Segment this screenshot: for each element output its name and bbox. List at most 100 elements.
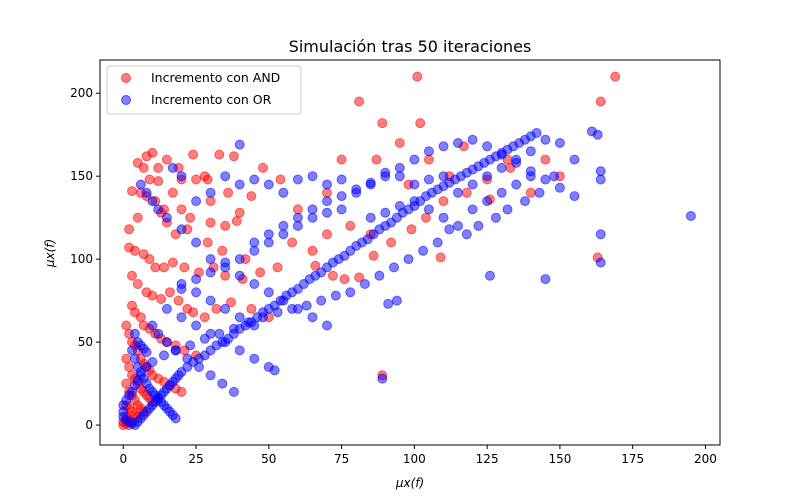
point-series-1-194	[453, 138, 463, 148]
point-series-1-204	[191, 287, 202, 298]
point-series-1-267	[205, 267, 216, 278]
point-series-1-16	[554, 138, 565, 148]
point-series-1-196	[482, 141, 493, 152]
point-series-1-56	[374, 270, 385, 281]
point-series-1-197	[496, 149, 507, 160]
point-series-0-43	[220, 270, 231, 281]
point-series-1-266	[220, 257, 231, 268]
point-series-0-148	[202, 237, 213, 248]
point-series-1-59	[330, 290, 341, 301]
point-series-1-218	[153, 328, 164, 339]
point-series-0-68	[226, 297, 236, 308]
point-series-1-240	[170, 413, 181, 424]
point-series-1-54	[403, 254, 414, 265]
point-series-1-213	[220, 337, 231, 348]
point-series-1-55	[389, 262, 399, 273]
point-series-1-220	[170, 345, 181, 356]
point-series-1-166	[234, 270, 245, 281]
point-series-0-28	[124, 224, 135, 235]
point-series-1-247	[380, 207, 391, 218]
point-series-1-202	[569, 191, 580, 202]
point-series-0-45	[255, 267, 266, 278]
point-series-1-48	[490, 212, 501, 223]
point-series-1-4	[592, 129, 603, 140]
legend-label-or: Incremento con OR	[151, 92, 272, 107]
point-series-1-225	[127, 345, 137, 356]
point-series-1-200	[540, 174, 551, 185]
point-series-0-141	[205, 196, 216, 207]
point-series-0-17	[127, 186, 137, 197]
legend-marker-and	[121, 73, 131, 83]
point-series-1-241	[129, 328, 140, 339]
point-series-0-153	[322, 229, 332, 240]
y-tick-label-0: 0	[85, 418, 93, 432]
point-series-1-249	[409, 196, 420, 207]
point-series-1-215	[249, 353, 260, 364]
x-tick-label-2: 50	[261, 452, 276, 466]
point-series-1-2	[595, 257, 606, 268]
point-series-0-56	[525, 187, 536, 198]
point-series-1-47	[502, 204, 513, 215]
point-series-1-18	[525, 146, 536, 157]
point-series-1-23	[453, 187, 463, 198]
point-series-0-82	[121, 320, 132, 331]
point-series-1-38	[234, 179, 245, 190]
point-series-0-8	[228, 151, 239, 162]
point-series-1-181	[263, 229, 274, 240]
point-series-1-177	[147, 196, 158, 207]
point-series-1-254	[482, 196, 493, 207]
point-series-1-164	[205, 254, 216, 265]
point-series-0-5	[415, 118, 426, 129]
point-series-0-25	[220, 220, 231, 231]
point-series-1-257	[525, 171, 536, 182]
point-series-1-212	[205, 328, 216, 339]
point-series-0-133	[336, 154, 347, 165]
point-series-1-69	[185, 340, 196, 351]
point-series-1-205	[205, 295, 216, 306]
point-series-1-24	[438, 171, 449, 182]
point-series-0-27	[132, 212, 143, 223]
point-series-1-36	[263, 179, 274, 190]
point-series-1-43	[167, 162, 178, 173]
point-series-0-61	[156, 294, 167, 304]
point-series-0-152	[307, 245, 318, 256]
point-series-0-58	[132, 279, 143, 289]
point-series-0-36	[144, 254, 155, 265]
point-series-0-163	[540, 154, 551, 165]
point-series-0-23	[185, 212, 196, 223]
point-series-1-15	[569, 154, 580, 165]
point-series-0-24	[205, 217, 216, 228]
point-series-0-6	[188, 149, 199, 160]
point-series-1-168	[263, 287, 274, 298]
point-series-0-40	[179, 262, 190, 273]
legend-marker-or	[121, 95, 131, 105]
point-series-1-180	[249, 237, 260, 248]
point-series-1-10	[383, 298, 394, 309]
point-series-0-139	[234, 207, 245, 218]
point-series-1-261	[292, 220, 303, 231]
point-series-1-263	[263, 237, 274, 248]
point-series-1-1	[595, 229, 606, 240]
x-axis-ticks: 0 25 50 75 100 125 150 175 200	[119, 445, 717, 466]
point-series-1-46	[520, 196, 530, 207]
point-series-0-47	[310, 260, 321, 271]
point-series-0-132	[371, 154, 382, 165]
point-series-0-46	[272, 262, 283, 273]
point-series-1-14	[234, 139, 245, 150]
point-series-1-163	[531, 128, 542, 138]
point-series-0-143	[167, 187, 178, 198]
point-series-1-192	[423, 146, 434, 157]
point-series-1-52	[432, 237, 443, 248]
point-series-0-15	[191, 174, 202, 185]
y-axis-label: μx(f)	[43, 239, 57, 268]
point-series-1-207	[234, 312, 245, 323]
point-series-1-57	[359, 279, 370, 289]
point-series-0-10	[147, 147, 158, 158]
point-series-0-63	[173, 295, 184, 306]
point-series-1-255	[496, 187, 507, 198]
point-series-0-159	[438, 196, 449, 207]
x-axis-label: μx(f)	[395, 476, 424, 490]
point-series-0-60	[147, 290, 158, 301]
point-series-0-13	[153, 176, 164, 187]
point-series-1-61	[301, 300, 312, 311]
